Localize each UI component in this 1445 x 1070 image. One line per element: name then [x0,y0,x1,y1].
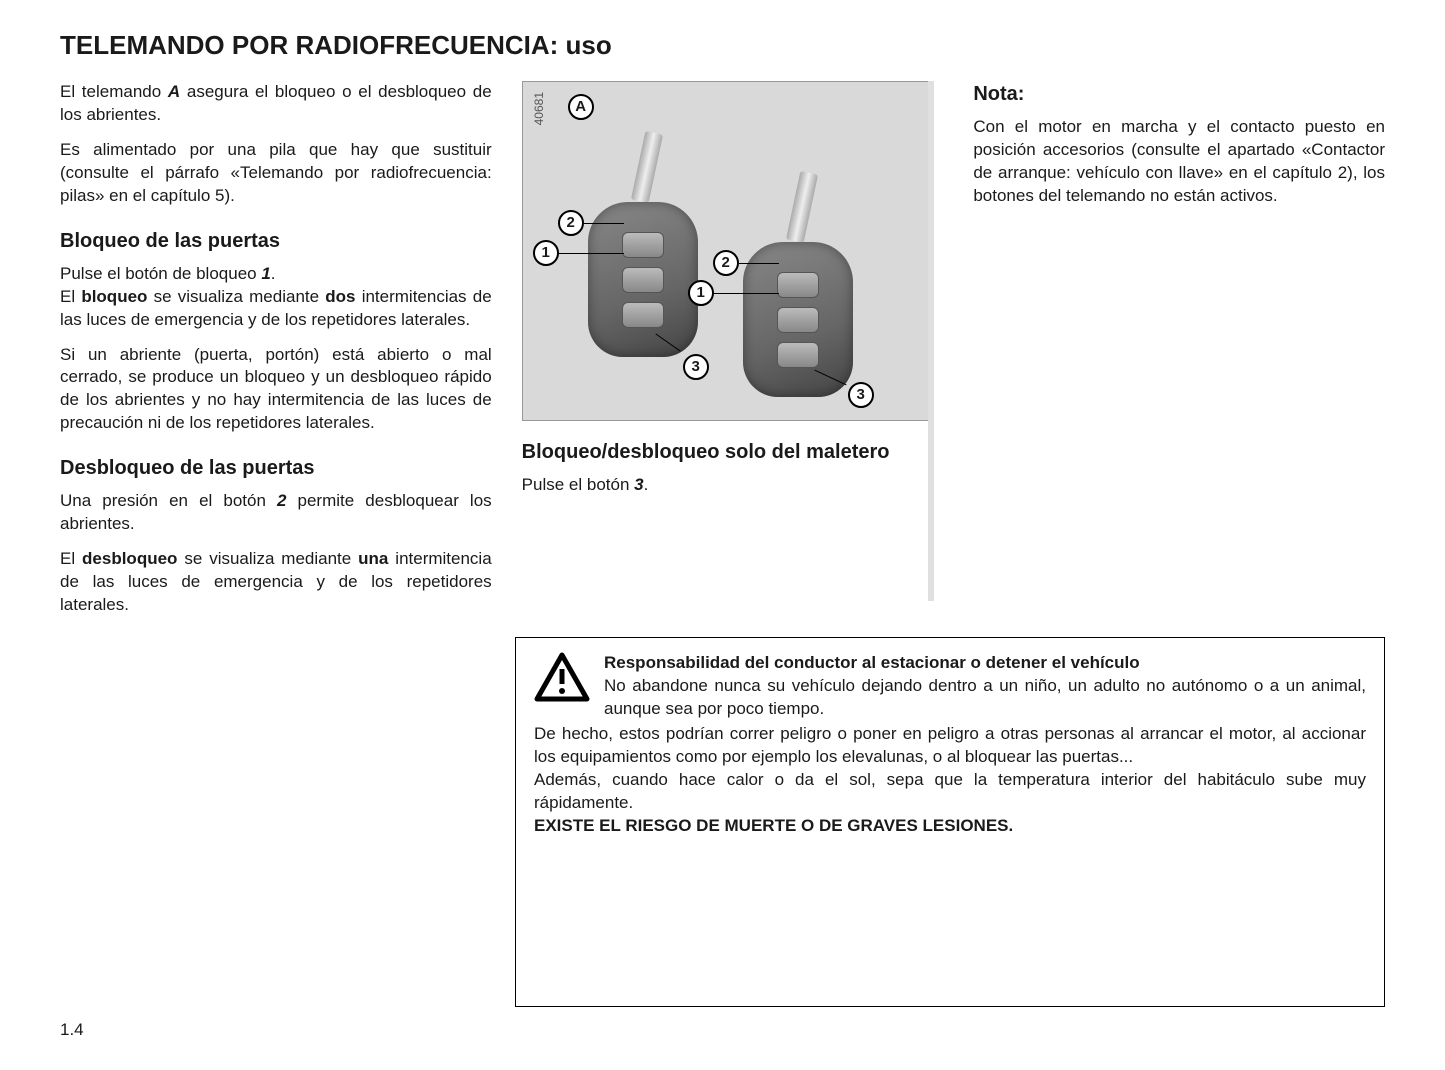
heading-bloqueo: Bloqueo de las puertas [60,228,492,255]
callout-line [714,293,779,294]
ref-3: 3 [634,475,643,494]
left-column: El telemando A asegura el bloqueo o el d… [60,81,492,629]
text: Una presión en el botón [60,491,277,510]
warning-box: Responsabilidad del conductor al estacio… [515,637,1385,1007]
callout-1a: 1 [533,240,559,266]
lower-left-spacer [60,629,485,1007]
bold-dos: dos [325,287,355,306]
key-blade [786,171,818,243]
left-p6: Una presión en el botón 2 permite desblo… [60,490,492,536]
callout-line [739,263,779,264]
callout-3a: 3 [683,354,709,380]
warning-header: Responsabilidad del conductor al estacio… [534,652,1366,721]
warning-body: De hecho, estos podrían correr peligro o… [534,723,1366,838]
middle-p1: Pulse el botón 3. [522,474,934,497]
bold-bloqueo: bloqueo [81,287,147,306]
figure-keys: 40681 A [522,81,934,421]
warning-p3: Además, cuando hace calor o da el sol, s… [534,770,1366,812]
warning-text-block: Responsabilidad del conductor al estacio… [604,652,1366,721]
text: . [644,475,649,494]
page-title: TELEMANDO POR RADIOFRECUENCIA: uso [60,30,1385,61]
callout-1b: 1 [688,280,714,306]
text: El [60,549,82,568]
figure-code: 40681 [531,92,547,125]
left-p7: El desbloqueo se visualiza mediante una … [60,548,492,617]
middle-right-wrap: 40681 A [522,81,1385,629]
warning-p2: De hecho, estos podrían correr peligro o… [534,724,1366,766]
bold-desbloqueo: desbloqueo [82,549,177,568]
warning-triangle-icon [534,652,590,702]
ref-A: A [168,82,180,101]
heading-maletero: Bloqueo/desbloqueo solo del maletero [522,439,934,466]
callout-A: A [568,94,594,120]
text: . [271,264,276,283]
callout-line [559,253,624,254]
callout-2b: 2 [713,250,739,276]
key-blade [631,131,663,203]
lower-section: Responsabilidad del conductor al estacio… [60,629,1385,1007]
key-button-3 [622,302,664,328]
callout-line [584,223,624,224]
key-button-2 [622,267,664,293]
text: El [60,287,81,306]
lower-right: Responsabilidad del conductor al estacio… [515,629,1385,1007]
callout-2a: 2 [558,210,584,236]
key-button-3 [777,342,819,368]
column-divider [928,81,934,601]
callout-3b: 3 [848,382,874,408]
left-p5: Si un abriente (puerta, portón) está abi… [60,344,492,436]
main-columns: El telemando A asegura el bloqueo o el d… [60,81,1385,629]
key-button-1 [622,232,664,258]
right-p1: Con el motor en marcha y el contacto pue… [973,116,1385,208]
middle-column: 40681 A [522,81,934,629]
heading-nota: Nota: [973,81,1385,108]
warning-p1: No abandone nunca su vehículo dejando de… [604,676,1366,718]
key-button-1 [777,272,819,298]
heading-desbloqueo: Desbloqueo de las puertas [60,455,492,482]
page-number: 1.4 [60,1020,84,1040]
warning-p4: EXISTE EL RIESGO DE MUERTE O DE GRAVES L… [534,816,1013,835]
left-p3: Pulse el botón de bloqueo 1. [60,263,492,286]
ref-1: 1 [261,264,270,283]
text: se visualiza mediante [177,549,358,568]
left-p4: El bloqueo se visualiza mediante dos int… [60,286,492,332]
text: El telemando [60,82,168,101]
key-button-2 [777,307,819,333]
warning-title: Responsabilidad del conductor al estacio… [604,653,1140,672]
left-p1: El telemando A asegura el bloqueo o el d… [60,81,492,127]
text: se visualiza mediante [147,287,325,306]
left-p2: Es alimentado por una pila que hay que s… [60,139,492,208]
right-column: Nota: Con el motor en marcha y el contac… [963,81,1385,629]
text: Pulse el botón [522,475,634,494]
bold-una: una [358,549,388,568]
key-fob-2 [738,232,858,402]
key-fob-1 [583,192,703,362]
text: Pulse el botón de bloqueo [60,264,261,283]
